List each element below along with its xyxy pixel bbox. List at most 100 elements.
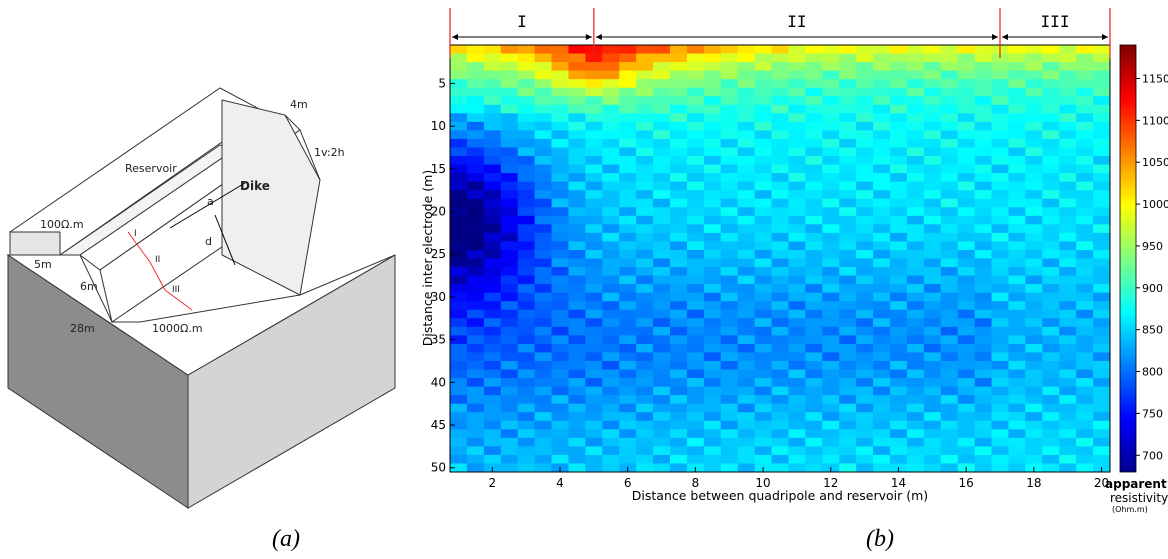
heatmap-cell <box>737 96 756 106</box>
heatmap-cell <box>483 360 502 370</box>
heatmap-cell <box>906 352 925 362</box>
heatmap-cell <box>890 318 908 328</box>
heatmap-cell <box>771 258 789 268</box>
heatmap-cell <box>805 335 823 345</box>
plot-frame <box>449 44 1111 473</box>
heatmap-cell <box>619 335 637 345</box>
y-tick-label: 25 <box>431 247 446 261</box>
x-tick-label: 20 <box>1094 476 1109 490</box>
heatmap-cell <box>636 267 654 276</box>
heatmap-cell <box>517 232 536 242</box>
colorbar-tick-label: 850 <box>1142 324 1163 337</box>
heatmap-cell <box>636 446 654 456</box>
heatmap-cell <box>720 309 739 319</box>
heatmap-cell <box>856 138 874 148</box>
heatmap-cell <box>771 437 789 447</box>
heatmap-cell <box>551 420 569 430</box>
heatmap-cell <box>686 173 705 183</box>
heatmap-cell <box>636 284 654 294</box>
heatmap-cell <box>873 173 891 183</box>
heatmap-cell <box>805 275 823 285</box>
heatmap-cell <box>568 138 586 148</box>
heatmap-cell <box>1076 62 1094 72</box>
heatmap-cell <box>1008 420 1026 430</box>
heatmap-cell <box>754 318 772 328</box>
heatmap-cell <box>1042 395 1060 405</box>
heatmap-cell <box>1042 79 1060 89</box>
heatmap-cell <box>839 318 857 328</box>
heatmap-cell <box>1042 224 1060 234</box>
heatmap-cell <box>568 292 586 302</box>
heatmap-cell <box>534 378 552 387</box>
heatmap-cell <box>1076 386 1094 396</box>
heatmap-cell <box>568 241 586 251</box>
heatmap-cell <box>1008 45 1026 54</box>
heatmap-cell <box>839 164 857 174</box>
heatmap-cell <box>568 309 586 319</box>
heatmap-cell <box>517 190 536 200</box>
heatmap-cell <box>686 343 705 353</box>
heatmap-cell <box>517 164 536 174</box>
heatmap-cell <box>890 147 908 157</box>
heatmap-cell <box>940 249 959 259</box>
heatmap-cell <box>517 104 536 114</box>
heatmap-cell <box>653 164 671 174</box>
heatmap-cell <box>653 113 671 123</box>
heatmap-cell <box>670 326 688 336</box>
heatmap-cell <box>737 45 756 54</box>
heatmap-cell <box>703 386 722 396</box>
heatmap-cell <box>957 249 976 259</box>
heatmap-cell <box>940 292 959 302</box>
heatmap-cell <box>517 138 536 148</box>
heatmap-cell <box>1076 463 1094 473</box>
heatmap-cell <box>450 113 468 123</box>
heatmap-cell <box>856 403 874 413</box>
heatmap-cell <box>636 412 654 422</box>
heatmap-cell <box>991 215 1009 225</box>
heatmap-cell <box>1025 198 1043 208</box>
heatmap-cell <box>974 147 992 157</box>
heatmap-cell <box>974 326 992 336</box>
heatmap-cell <box>822 104 840 114</box>
heatmap-cell <box>1042 369 1060 379</box>
heatmap-cell <box>500 87 519 97</box>
heatmap-cell <box>500 369 519 379</box>
heatmap-cell <box>1025 420 1043 430</box>
heatmap-cell <box>517 87 536 97</box>
heatmap-cell <box>703 309 722 319</box>
heatmap-cell <box>805 147 823 157</box>
heatmap-cell <box>466 429 485 439</box>
heatmap-cell <box>568 454 586 464</box>
heatmap-cell <box>1042 454 1060 464</box>
heatmap-cell <box>670 104 688 114</box>
heatmap-cell <box>940 87 959 97</box>
heatmap-cell <box>466 258 485 268</box>
heatmap-cell <box>788 232 806 242</box>
heatmap-cell <box>720 121 739 131</box>
heatmap-cell <box>551 121 569 131</box>
heatmap-cell <box>974 318 992 328</box>
heatmap-cell <box>653 258 671 268</box>
heatmap-cell <box>720 437 739 447</box>
heatmap-cell <box>636 232 654 242</box>
heatmap-cell <box>517 258 536 268</box>
heatmap-cell <box>771 130 789 140</box>
heatmap-cell <box>568 412 586 422</box>
heatmap-cell <box>1025 62 1043 72</box>
heatmap-cell <box>483 121 502 131</box>
heatmap-cell <box>771 79 789 89</box>
heatmap-cell <box>670 292 688 302</box>
heatmap-cell <box>1059 241 1077 251</box>
heatmap-cell <box>720 420 739 430</box>
heatmap-cell <box>1059 437 1077 447</box>
heatmap-cell <box>517 446 536 456</box>
heatmap-cell <box>737 420 756 430</box>
heatmap-cell <box>1093 232 1111 242</box>
heatmap-cell <box>923 190 942 200</box>
heatmap-cell <box>923 454 942 464</box>
heatmap-cell <box>653 224 671 234</box>
heatmap-cell <box>517 181 536 191</box>
heatmap-cell <box>1059 173 1077 183</box>
heatmap-cell <box>483 352 502 362</box>
heatmap-cell <box>1008 258 1026 268</box>
